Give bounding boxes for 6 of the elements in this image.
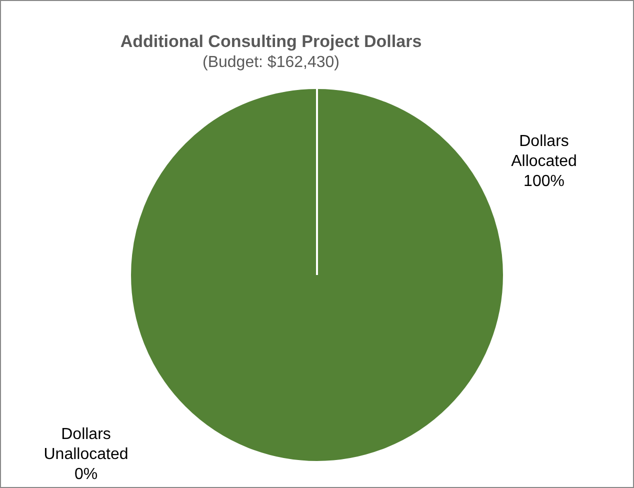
data-label: 100% (524, 173, 564, 190)
slice-label: Dollars Allocated (511, 133, 577, 170)
chart-subtitle: (Budget: $162,430) (202, 54, 340, 71)
chart-title: Additional Consulting Project Dollars (120, 32, 422, 51)
text: 0% (74, 466, 98, 483)
category-label: Dollars Unallocated (44, 426, 128, 463)
